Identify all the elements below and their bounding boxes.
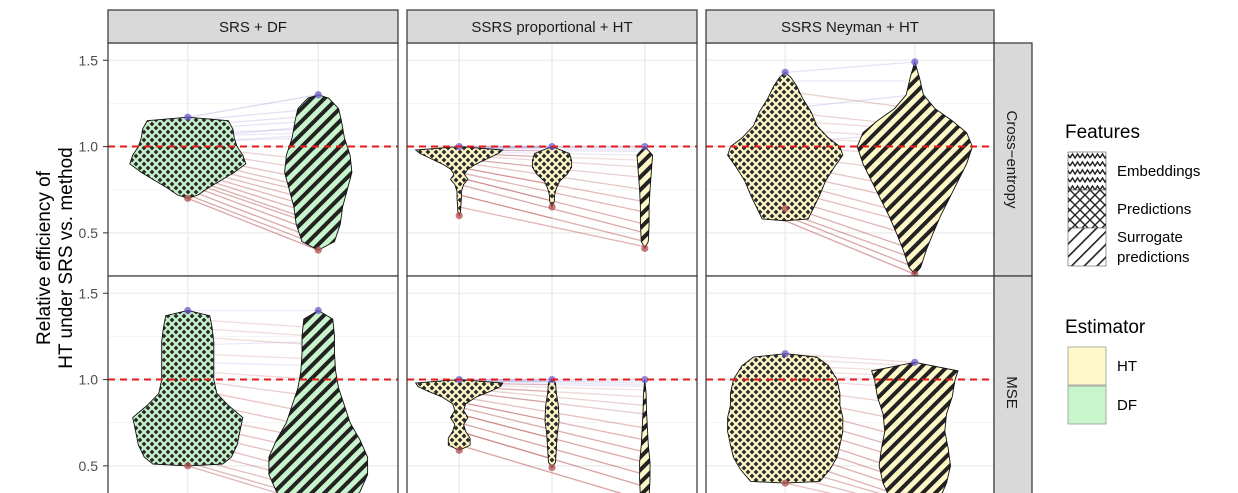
panels-layer: SRS + DF SSRS proportional + HT SSRS Neyma… (79, 9, 1033, 493)
y-tick-label: 0.5 (79, 458, 99, 474)
legend-label-df: DF (1117, 397, 1137, 414)
y-tick-label: 1.0 (79, 139, 99, 155)
legend-key-ht: HT (1067, 346, 1137, 386)
y-tick-label: 0.5 (79, 225, 99, 241)
panel-border (406, 275, 698, 493)
pair-line (785, 90, 915, 110)
legend-label-embeddings: Embeddings (1117, 163, 1200, 180)
violin-predictions-ht (727, 353, 844, 484)
pair-line (459, 444, 623, 493)
legend-key-embeddings: Embeddings (1067, 151, 1200, 191)
pair-line (459, 194, 645, 243)
point-min (184, 194, 192, 202)
panel-r0-c1 (406, 42, 698, 277)
pair-line (187, 465, 280, 493)
point-min (781, 205, 789, 213)
point-min (781, 479, 789, 487)
surrogate-predictions-swatch (1067, 227, 1107, 267)
legend-label-predictions: Predictions (1117, 201, 1191, 218)
y-axis-title-line-2: HT under SRS vs. method (56, 147, 77, 368)
pair-line (187, 461, 296, 493)
point-max (184, 113, 192, 121)
point-max (184, 306, 192, 315)
pair-line-mid (459, 194, 553, 219)
point-min (641, 244, 649, 252)
col-strip-bg (406, 9, 698, 44)
pair-line (187, 194, 319, 246)
pair-line (187, 197, 319, 251)
panel-r1-c2 (705, 275, 995, 493)
pair-line-mid (459, 166, 553, 186)
point-max (641, 375, 649, 384)
pair-line (785, 482, 832, 493)
point-max (781, 350, 789, 358)
panel-border (107, 275, 399, 493)
legend-estimator: Estimator HT DF (1065, 317, 1146, 425)
col-strip-label: SSRS Neyman + HT (781, 19, 919, 36)
pair-line-mid (459, 401, 553, 422)
legend-key-surrogate-predictions: Surrogate predictions (1067, 227, 1190, 267)
y-tick-label: 1.5 (79, 285, 99, 301)
panel-r0-c2 (705, 42, 995, 278)
row-strip-label: Cross−entropy (1003, 111, 1020, 209)
point-min (455, 446, 463, 454)
point-max (911, 58, 919, 66)
panel-r1-c0 (107, 275, 399, 493)
panel-r0-c0 (107, 42, 399, 277)
legend-features-title: Features (1065, 122, 1140, 143)
point-max (781, 68, 789, 76)
y-axis-title: Relative efficiency of HT under SRS vs. … (34, 147, 77, 368)
col-strip-label: SSRS proportional + HT (471, 19, 632, 36)
row-strip-bg (993, 42, 1033, 277)
point-min (314, 246, 322, 254)
legend-label-ht: HT (1117, 358, 1137, 375)
predictions-swatch (1067, 189, 1107, 229)
point-min (548, 463, 556, 472)
legend-estimator-title: Estimator (1065, 317, 1146, 338)
point-min (184, 462, 192, 470)
ht-swatch (1067, 346, 1107, 386)
pair-line-mid (459, 413, 553, 439)
row-strip-bg (993, 275, 1033, 493)
point-max (641, 142, 649, 151)
pair-line (784, 214, 916, 268)
violin-surrogate-predictions-ht (871, 361, 959, 493)
pair-line (459, 206, 645, 248)
col-strip-label: SRS + DF (219, 19, 287, 36)
pair-line (785, 61, 915, 73)
panel-r1-c1 (406, 275, 698, 493)
embeddings-swatch (1067, 151, 1107, 191)
df-swatch (1067, 385, 1107, 425)
y-tick-label: 1.0 (79, 372, 99, 388)
point-max (314, 306, 322, 315)
pair-line-mid (459, 177, 553, 202)
pair-line (187, 189, 319, 241)
pair-line-mid (459, 430, 553, 460)
legend-features: Features Embeddings Predictions Surrogat… (1065, 122, 1200, 267)
pair-line (785, 353, 915, 363)
legend-key-df: DF (1067, 385, 1137, 425)
y-tick-label: 1.5 (79, 52, 99, 68)
y-axis-title-line-1: Relative efficiency of (34, 170, 55, 345)
point-min (548, 203, 556, 211)
pair-line (784, 211, 916, 260)
point-max (911, 358, 919, 366)
row-strip-label: MSE (1003, 376, 1020, 409)
pair-line (187, 94, 319, 118)
point-max (314, 91, 322, 99)
point-min (455, 211, 463, 220)
legend-label-surrogate-line-1: Surrogate (1117, 229, 1183, 246)
legend-key-predictions: Predictions (1067, 189, 1191, 229)
col-strip-bg (705, 9, 995, 44)
legend-label-surrogate-line-2: predictions (1117, 249, 1190, 266)
pair-line (784, 220, 916, 275)
col-strip-bg (107, 9, 399, 44)
